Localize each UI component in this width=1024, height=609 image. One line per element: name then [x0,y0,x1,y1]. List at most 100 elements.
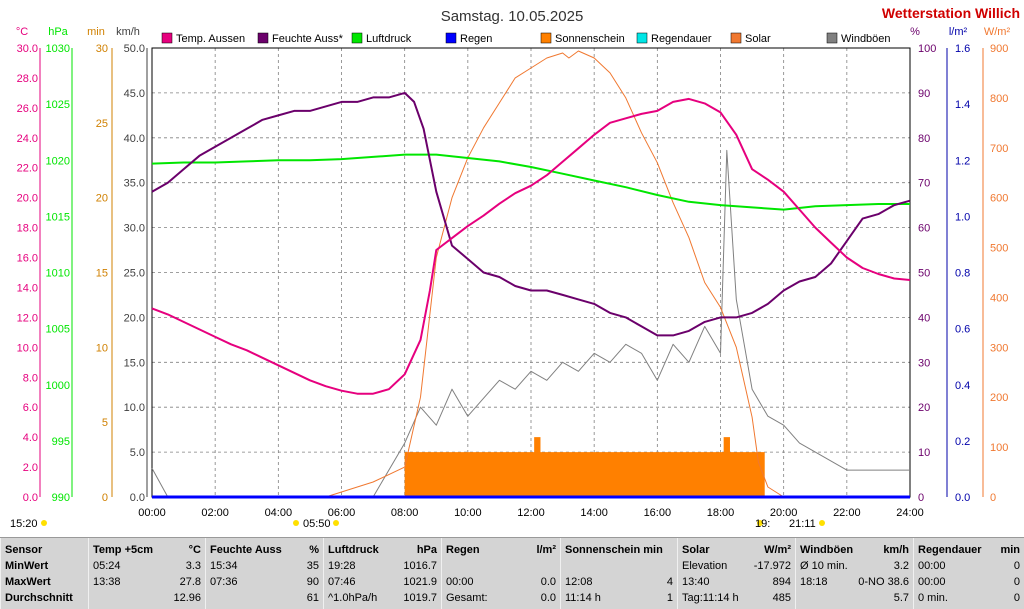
stat-title: Sonnenschein min [565,544,663,556]
stat-column: Temp +5cm °C 05:24 3.3 13:38 27.8 12.96 [88,538,205,609]
stat-value: 0 [1013,576,1020,588]
axis-tick-humidity_pct: 0 [918,492,924,504]
stat-time: 13:40 [682,576,710,588]
axis-tick-solar_wm2: 500 [990,243,1008,255]
legend-label: Temp. Aussen [176,33,245,45]
sun-events: 15:20 05:50 19: 21:11 [10,518,825,530]
stat-time: 19:28 [328,560,356,572]
sunrise-time: 05:50 [303,518,331,530]
x-tick-label: 00:00 [138,507,166,519]
axis-tick-pressure_hpa: 1010 [46,268,70,280]
chart-grid [151,47,911,498]
station-name: Wetterstation Willich [882,5,1020,21]
x-tick-label: 18:00 [707,507,735,519]
axis-tick-sunshine_min: 15 [96,268,108,280]
axis-tick-humidity_pct: 100 [918,43,936,55]
axis-tick-rain_lm2: 1.0 [955,211,970,223]
axis-tick-wind_kmh: 35.0 [124,178,145,190]
stat-value: 61 [306,592,319,604]
stat-title: Temp +5cm [93,544,154,556]
sun-icon [757,520,763,526]
series-temp-aussen [151,97,911,395]
stat-column: Regen l/m² 00:00 0.0 Gesamt: 0.0 [441,538,560,609]
axis-tick-temp_c: 16.0 [17,253,38,265]
x-tick-label: 02:00 [201,507,229,519]
stat-value: 3.3 [185,560,201,572]
stat-value: 485 [772,592,791,604]
axis-tick-pressure_hpa: 1015 [46,211,70,223]
axis-tick-pressure_hpa: 1020 [46,155,70,167]
axis-unit-wind_kmh: km/h [116,26,140,38]
axis-tick-pressure_hpa: 995 [52,436,70,448]
stat-value: 0.0 [540,576,556,588]
row-label-sensor: Sensor [5,544,43,556]
stat-column: Feuchte Auss% 15:34 35 07:36 90 61 [205,538,323,609]
axis-tick-rain_lm2: 0.2 [955,436,970,448]
sun-icon [819,520,825,526]
axis-tick-temp_c: 20.0 [17,193,38,205]
axis-tick-pressure_hpa: 1000 [46,380,70,392]
axis-tick-rain_lm2: 0.0 [955,492,970,504]
x-tick-label: 10:00 [454,507,482,519]
stat-value: 0.0 [540,592,556,604]
legend-label: Solar [745,33,771,45]
axis-tick-wind_kmh: 45.0 [124,88,145,100]
row-label-min: MinWert [5,560,49,572]
stat-column: Luftdruck hPa 19:28 1016.7 07:46 1021.9 ^1.0hP… [323,538,441,609]
axis-tick-wind_kmh: 5.0 [130,447,145,459]
stat-unit: min [1000,544,1020,556]
stat-value: 894 [772,576,791,588]
legend-swatch [445,32,457,44]
stat-value: 1019.7 [403,592,437,604]
legend-swatch [540,32,552,44]
axis-unit-pressure_hpa: hPa [48,26,68,38]
stat-value: 3.2 [893,560,909,572]
stat-row-labels: Sensor MinWert MaxWert Durchschnitt [0,538,88,609]
stat-time: Elevation [682,560,728,572]
stat-time: ^1.0hPa/h [328,592,378,604]
stat-column: Windböen km/h Ø 10 min. 3.2 18:18 0-NO 38.6 5.… [795,538,913,609]
axis-tick-pressure_hpa: 1005 [46,324,70,336]
stat-title: Luftdruck [328,544,379,556]
axis-tick-humidity_pct: 40 [918,312,930,324]
legend-label: Sonnenschein [555,33,625,45]
axis-tick-temp_c: 14.0 [17,282,38,294]
axis-tick-solar_wm2: 600 [990,193,1008,205]
sun-icon [293,520,299,526]
stat-value: 4 [666,576,673,588]
stat-value: 1021.9 [403,576,437,588]
axis-tick-temp_c: 4.0 [23,432,38,444]
stat-value: 0 [1013,560,1020,572]
stat-time: 13:38 [93,576,121,588]
stat-title: Solar [682,544,710,556]
axis-tick-temp_c: 28.0 [17,73,38,85]
stat-title: Regen [446,544,480,556]
chart-background [0,0,1024,537]
stat-time: 0 min. [918,592,948,604]
legend-label: Regen [460,33,492,45]
axis-tick-temp_c: 6.0 [23,402,38,414]
statistics-table: Sensor MinWert MaxWert Durchschnitt Temp… [0,537,1024,609]
legend-swatch [826,32,838,44]
legend-swatch [351,32,363,44]
stat-unit: % [309,544,319,556]
stat-time: 12:08 [565,576,593,588]
legend-label: Luftdruck [366,33,412,45]
axis-tick-temp_c: 2.0 [23,462,38,474]
stat-unit: W/m² [764,544,791,556]
chart-series [151,50,911,499]
stat-time: 05:24 [93,560,121,572]
stat-unit: hPa [416,544,437,556]
series-solar [152,50,910,498]
axis-tick-humidity_pct: 30 [918,357,930,369]
axis-tick-temp_c: 0.0 [23,492,38,504]
axis-tick-humidity_pct: 90 [918,88,930,100]
stat-time: Tag:11:14 h [682,592,739,604]
legend-swatch [257,32,269,44]
axis-tick-temp_c: 22.0 [17,163,38,175]
row-label-max: MaxWert [5,576,51,588]
series-sunshine [404,437,765,497]
axis-tick-temp_c: 12.0 [17,312,38,324]
axis-tick-pressure_hpa: 990 [52,492,70,504]
axis-tick-wind_kmh: 20.0 [124,312,145,324]
